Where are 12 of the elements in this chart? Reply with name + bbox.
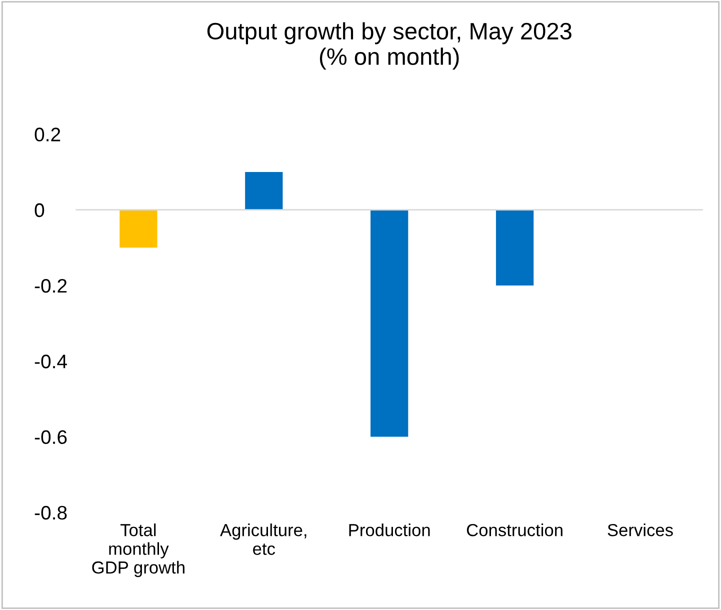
- y-tick-label: -0.8: [34, 506, 67, 520]
- y-tick-label: 0: [34, 203, 44, 218]
- x-tick-label: Agriculture, etc: [220, 524, 306, 555]
- x-tick-label: Total monthly GDP growth: [92, 524, 184, 578]
- y-tick-label: 0.2: [34, 128, 60, 142]
- y-tick-label: -0.6: [34, 430, 67, 444]
- chart-title: Output growth by sector, May 2023 (% on month): [207, 22, 572, 70]
- y-tick-label: -0.4: [34, 354, 67, 368]
- x-tick-label: Construction: [466, 524, 562, 536]
- y-tick-label: -0.2: [34, 278, 67, 293]
- x-tick-label: Production: [349, 524, 430, 536]
- x-tick-label: Services: [608, 524, 673, 536]
